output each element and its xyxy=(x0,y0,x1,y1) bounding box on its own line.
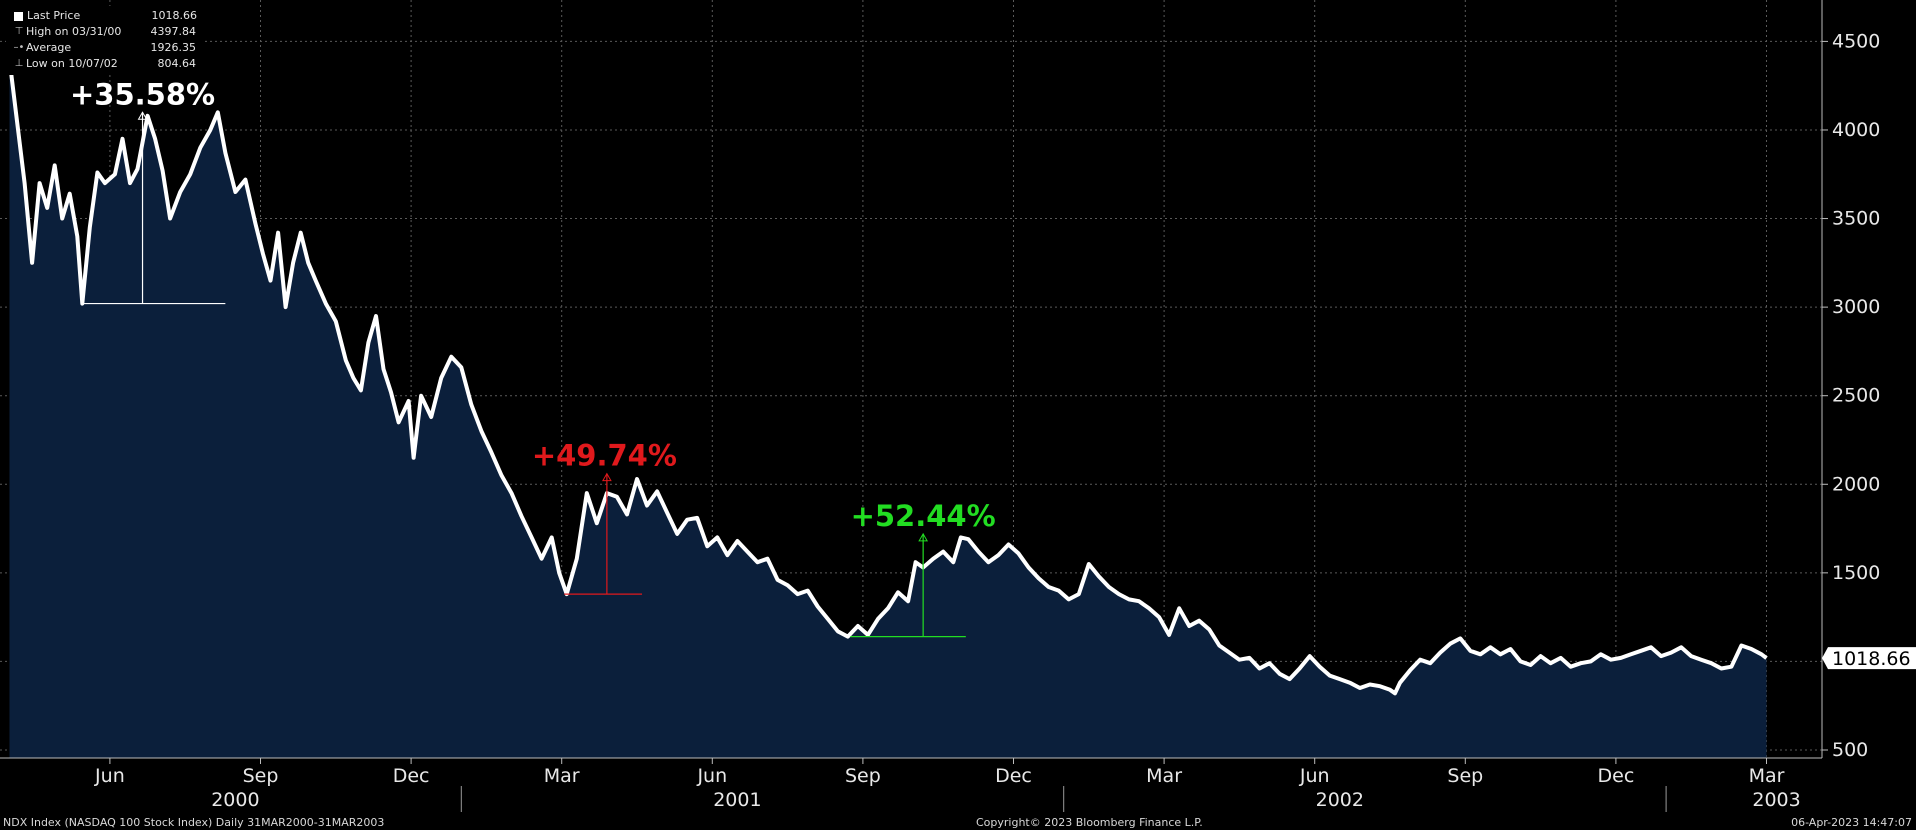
y-tick-label: 4000 xyxy=(1832,119,1880,141)
annotation-arrow-icon xyxy=(137,111,148,120)
footer-timestamp: 06-Apr-2023 14:47:07 xyxy=(1791,816,1912,829)
legend-label: Low on 10/07/02 xyxy=(26,57,118,70)
square-solid-icon xyxy=(14,11,23,21)
legend-label: High on 03/31/00 xyxy=(26,25,122,38)
legend-item: –• Average 1926.35 xyxy=(12,40,197,56)
x-year-label: 2002 xyxy=(1316,789,1364,811)
x-tick-label: Sep xyxy=(243,765,279,787)
annotation-label: +35.58% xyxy=(70,77,215,111)
last-price-tag xyxy=(1822,647,1916,670)
annotation-arrow-icon xyxy=(918,532,929,542)
annotation-arrow-icon xyxy=(602,472,612,482)
x-tick-label: Dec xyxy=(1598,765,1635,787)
x-tick-label: Jun xyxy=(696,765,727,787)
annotation-label: +52.44% xyxy=(851,499,996,533)
y-tick-label: 3500 xyxy=(1832,208,1880,230)
legend-item: Last Price 1018.66 xyxy=(12,8,197,24)
legend-value: 1926.35 xyxy=(150,41,197,54)
x-year-label: 2001 xyxy=(713,789,761,811)
legend-label: Average xyxy=(26,41,72,54)
y-tick-label: 4500 xyxy=(1832,30,1880,52)
x-tick-label: Mar xyxy=(1749,765,1785,787)
legend-label: Last Price xyxy=(27,9,81,22)
x-tick-label: Sep xyxy=(845,765,881,787)
average-marker-icon: –• xyxy=(13,42,25,53)
x-tick-label: Jun xyxy=(1299,765,1330,787)
annotation-label: +49.74% xyxy=(532,439,677,473)
performance-annotation: +52.44% xyxy=(850,499,996,638)
price-area xyxy=(9,59,1767,759)
y-tick-label: 2500 xyxy=(1832,385,1880,407)
footer-security-info: NDX Index (NASDAQ 100 Stock Index) Daily… xyxy=(3,816,385,829)
footer-bar: NDX Index (NASDAQ 100 Stock Index) Daily… xyxy=(0,814,1916,830)
legend-item: ⊤ High on 03/31/00 4397.84 xyxy=(12,24,197,40)
footer-copyright: Copyright© 2023 Bloomberg Finance L.P. xyxy=(976,816,1203,829)
x-tick-label: Dec xyxy=(393,765,430,787)
legend-value: 1018.66 xyxy=(151,9,198,22)
x-tick-label: Dec xyxy=(995,765,1032,787)
last-price-label: 1018.66 xyxy=(1832,648,1911,670)
axes: 500 1500 2000 2500 3000 3500 4000 4500 1018.66 Ju… xyxy=(0,0,1916,812)
performance-annotation: +35.58% xyxy=(70,77,226,305)
y-tick-label: 1500 xyxy=(1832,562,1880,584)
y-tick-label: 500 xyxy=(1832,739,1868,761)
low-marker-icon: ⊥ xyxy=(14,58,24,69)
x-tick-label: Jun xyxy=(94,765,125,787)
y-tick-label: 2000 xyxy=(1832,473,1880,495)
x-tick-label: Sep xyxy=(1447,765,1483,787)
annotations: +35.58% +49.74% +52.44% xyxy=(70,77,996,638)
x-year-label: 2000 xyxy=(211,789,259,811)
performance-annotation: +49.74% xyxy=(532,439,677,595)
y-tick-label: 3000 xyxy=(1832,296,1880,318)
price-line xyxy=(7,59,1768,696)
legend-value: 4397.84 xyxy=(150,25,197,38)
legend-value: 804.64 xyxy=(157,57,197,70)
legend-box: Last Price 1018.66 ⊤ High on 03/31/00 43… xyxy=(6,6,203,75)
legend-item: ⊥ Low on 10/07/02 804.64 xyxy=(12,56,197,72)
x-tick-label: Mar xyxy=(1146,765,1182,787)
x-year-label: 2003 xyxy=(1752,789,1800,811)
x-tick-label: Mar xyxy=(544,765,580,787)
high-marker-icon: ⊤ xyxy=(14,26,24,37)
